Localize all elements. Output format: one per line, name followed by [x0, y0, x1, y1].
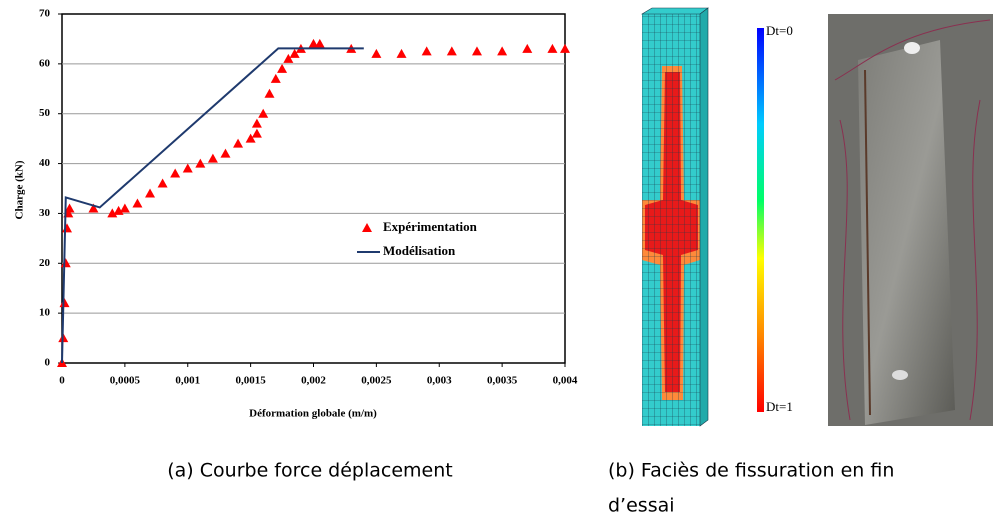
data-point: [64, 203, 75, 213]
y-tick-label: 0: [45, 357, 51, 369]
data-point: [107, 208, 118, 218]
data-point: [371, 48, 382, 58]
x-tick-label: 0,0005: [110, 375, 141, 387]
y-tick-label: 50: [39, 107, 51, 119]
data-point: [283, 53, 294, 63]
x-tick-label: 0,0025: [361, 375, 392, 387]
data-point: [421, 46, 432, 56]
data-point: [245, 133, 256, 143]
x-tick-label: 0,003: [427, 375, 452, 387]
data-point: [251, 118, 262, 128]
legend-label: Expérimentation: [383, 219, 478, 234]
colorbar: [757, 28, 764, 412]
x-axis-label: Déformation globale (m/m): [249, 408, 377, 420]
data-point: [522, 43, 533, 53]
colorbar-top-label: Dt=0: [766, 23, 793, 38]
data-point: [396, 48, 407, 58]
x-tick-label: 0,0015: [236, 375, 267, 387]
model-line: [61, 47, 364, 364]
data-point: [207, 153, 218, 163]
data-point: [270, 73, 281, 83]
data-point: [251, 128, 262, 138]
y-tick-label: 60: [39, 57, 51, 69]
data-point: [560, 43, 570, 53]
data-point: [233, 138, 244, 148]
data-point: [308, 38, 319, 48]
data-point: [62, 223, 73, 233]
legend-label: Modélisation: [383, 243, 456, 258]
colorbar-bottom-label: Dt=1: [766, 399, 793, 414]
caption-a: (a) Courbe force déplacement: [167, 460, 452, 482]
y-axis-label: Charge (kN): [14, 160, 26, 219]
legend-marker: [362, 223, 372, 232]
y-tick-label: 30: [39, 207, 51, 219]
specimen-photo: [828, 14, 993, 426]
data-point: [277, 63, 288, 73]
data-point: [258, 108, 269, 118]
data-point: [119, 203, 130, 213]
data-point: [195, 158, 206, 168]
data-point: [113, 205, 124, 215]
data-point: [88, 203, 99, 213]
data-point: [471, 46, 482, 56]
data-point: [182, 163, 193, 173]
y-tick-label: 40: [39, 157, 51, 169]
data-point: [220, 148, 231, 158]
data-point: [314, 38, 325, 48]
data-point: [170, 168, 181, 178]
x-tick-label: 0,001: [175, 375, 200, 387]
caption-b: (b) Faciès de fissuration en fin: [608, 460, 894, 482]
y-tick-label: 20: [39, 257, 51, 269]
data-point: [264, 88, 275, 98]
data-point: [132, 198, 143, 208]
data-point: [547, 43, 558, 53]
x-tick-label: 0: [59, 375, 65, 387]
y-tick-label: 70: [39, 8, 51, 20]
data-point: [145, 188, 156, 198]
y-tick-label: 10: [39, 307, 51, 319]
data-point: [59, 298, 70, 308]
fe-model: [640, 7, 709, 427]
plot-frame: [61, 13, 566, 364]
data-point: [497, 46, 508, 56]
x-tick-label: 0,0035: [487, 375, 518, 387]
x-tick-label: 0,004: [553, 375, 578, 387]
data-point: [157, 178, 168, 188]
data-point: [289, 48, 300, 58]
x-tick-label: 0,002: [301, 375, 326, 387]
caption-b-cont: d’essai: [608, 495, 675, 517]
data-point: [446, 46, 457, 56]
